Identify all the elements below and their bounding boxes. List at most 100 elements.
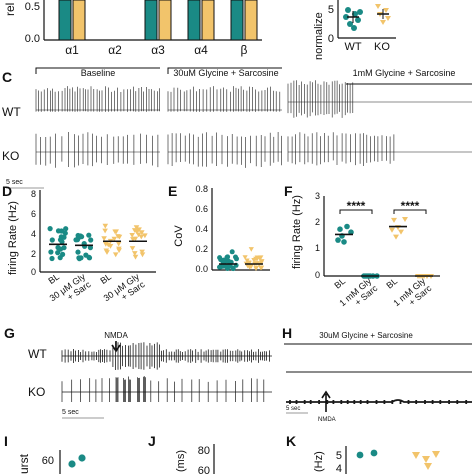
panel-e-point <box>217 264 222 270</box>
panel-g-row-label-wt: WT <box>28 347 47 361</box>
panel-d-point <box>87 245 93 251</box>
panel-e-ytick: 0.6 <box>195 204 208 214</box>
panel-e-point <box>259 259 265 264</box>
panel-d-point <box>61 245 67 251</box>
panel-c-cond1-label: 30uM Glycine + Sarcosine <box>173 68 278 78</box>
panel-d-point <box>55 250 61 256</box>
panel-e-point <box>225 254 231 260</box>
panel-j-ytick: 80 <box>198 445 210 457</box>
panel-f-sig-wt: **** <box>347 199 366 213</box>
panel-f-point <box>398 229 404 235</box>
panel-f-points <box>335 217 434 279</box>
panel-j-letter: J <box>148 433 156 449</box>
panel-e-point <box>248 247 254 252</box>
panel-f-point <box>335 237 341 243</box>
panel-f-category: BL <box>384 276 399 291</box>
panel-f-point <box>402 217 408 222</box>
panel-d-ytick: 2 <box>31 249 36 259</box>
panel-c-scale-label: 5 sec <box>6 179 23 186</box>
panel-c-trace <box>287 132 472 166</box>
panel-a-bar-ko <box>158 0 172 41</box>
panel-d-point <box>58 234 64 240</box>
panel-a-bar-ko <box>72 0 86 41</box>
panel-j-fragment: J (ms) 80 60 <box>148 433 215 474</box>
panel-d-point <box>76 255 82 261</box>
panel-k-point <box>356 451 364 459</box>
panel-k-point <box>432 451 440 458</box>
panel-d-point <box>88 237 94 243</box>
panel-f-sig-ko: **** <box>401 199 420 213</box>
panel-c-baseline-label: Baseline <box>81 68 116 78</box>
panel-f-point <box>344 223 350 230</box>
panel-k-fragment: K (Hz) 5 4 <box>286 433 440 474</box>
panel-b-point <box>351 25 357 31</box>
panel-k-ytick: 5 <box>336 450 342 462</box>
panel-i-ylabel: urst <box>17 453 31 474</box>
panel-d-point <box>102 228 108 234</box>
panel-a-bar-ko <box>201 0 215 41</box>
panel-c-letter: C <box>2 69 12 85</box>
panel-d-ytick: 0 <box>31 267 36 277</box>
panel-e-ytick: 0.8 <box>195 184 208 194</box>
panel-h-traces <box>286 371 472 404</box>
panel-f-category: 1 mM Gly+ Sarc <box>391 276 433 316</box>
panel-e-ylabel: CoV <box>173 225 185 247</box>
panel-f-point <box>393 234 399 240</box>
panel-k-point <box>422 456 430 463</box>
panel-c-traces <box>35 80 472 168</box>
panel-e-point <box>221 263 227 269</box>
panel-f-sig-bracket-ko <box>393 209 427 214</box>
panel-d-point <box>116 234 123 240</box>
panel-b-point <box>347 21 353 27</box>
panel-a-bar-wt <box>230 0 244 41</box>
panel-d-letter: D <box>2 183 12 199</box>
panel-e-point <box>225 264 231 270</box>
panel-d-categories: BL 30 μM Gly+ Sarc BL 30 μM Gly+ Sarc <box>46 271 147 303</box>
panel-h-scale-label: 5 sec <box>286 406 300 412</box>
panel-d-yticks: 8 6 4 2 0 <box>31 189 36 277</box>
panel-e-ytick: 0.0 <box>195 264 208 274</box>
panel-g-trace-wt <box>61 342 272 370</box>
panel-c-trace <box>35 132 160 168</box>
panel-a-bar-wt <box>187 0 201 41</box>
panel-d-point <box>48 249 54 255</box>
panel-j-ylabel: (ms) <box>175 450 187 472</box>
panel-d-point <box>62 230 68 236</box>
panel-e-point <box>242 255 248 260</box>
panel-h-label: 30uM Glycine + Sarcosine <box>319 331 413 340</box>
panel-c-row-label-ko: KO <box>2 149 19 163</box>
panel-k-point <box>412 452 420 459</box>
panel-g-traces <box>61 342 272 402</box>
panel-h: H 30uM Glycine + Sarcosine 5 sec NMDA <box>282 325 472 423</box>
panel-a-categories: α1 α2 α3 α4 β <box>65 43 247 57</box>
panel-f-categories: BL 1 mM Gly+ Sarc BL 1 mM Gly+ Sarc <box>332 276 433 316</box>
panel-c-cond1-bracket <box>167 67 282 74</box>
panel-k-letter: K <box>286 433 296 449</box>
panel-f-ytick: 3 <box>315 191 320 201</box>
panel-d-point <box>129 233 135 238</box>
panel-b-point <box>343 14 349 20</box>
panel-d-category: BL <box>98 271 113 286</box>
panel-f-ytick: 0 <box>315 270 320 280</box>
panel-e-yticks: 0.8 0.6 0.4 0.2 0.0 <box>195 184 208 274</box>
panel-b-category: WT <box>344 41 361 53</box>
panel-d-point <box>112 229 118 235</box>
panel-d-point <box>101 236 107 242</box>
panel-e-point <box>251 258 257 263</box>
panel-b-ytick: 5 <box>328 4 334 16</box>
panel-d-point <box>49 237 55 243</box>
panel-e: E CoV 0.8 0.6 0.4 0.2 0.0 <box>168 183 270 274</box>
panel-b-fragment: normalize 5 0 WT KO <box>313 0 396 60</box>
panel-i-point <box>68 460 76 468</box>
panel-f-category: BL <box>332 276 347 291</box>
panel-d-category: BL <box>46 271 61 286</box>
panel-f: F firing Rate (Hz) 3 2 1 0 **** **** BL … <box>284 183 440 316</box>
panel-b-point <box>385 16 391 21</box>
panel-e-point <box>259 265 265 271</box>
panel-c: C Baseline 30uM Glycine + Sarcosine 1mM … <box>2 67 472 189</box>
panel-d-point <box>107 244 114 249</box>
panel-f-point <box>391 217 397 223</box>
panel-g-nmda-label: NMDA <box>104 331 128 340</box>
panel-a-bars <box>58 0 258 41</box>
panel-f-ytick: 1 <box>315 243 320 253</box>
